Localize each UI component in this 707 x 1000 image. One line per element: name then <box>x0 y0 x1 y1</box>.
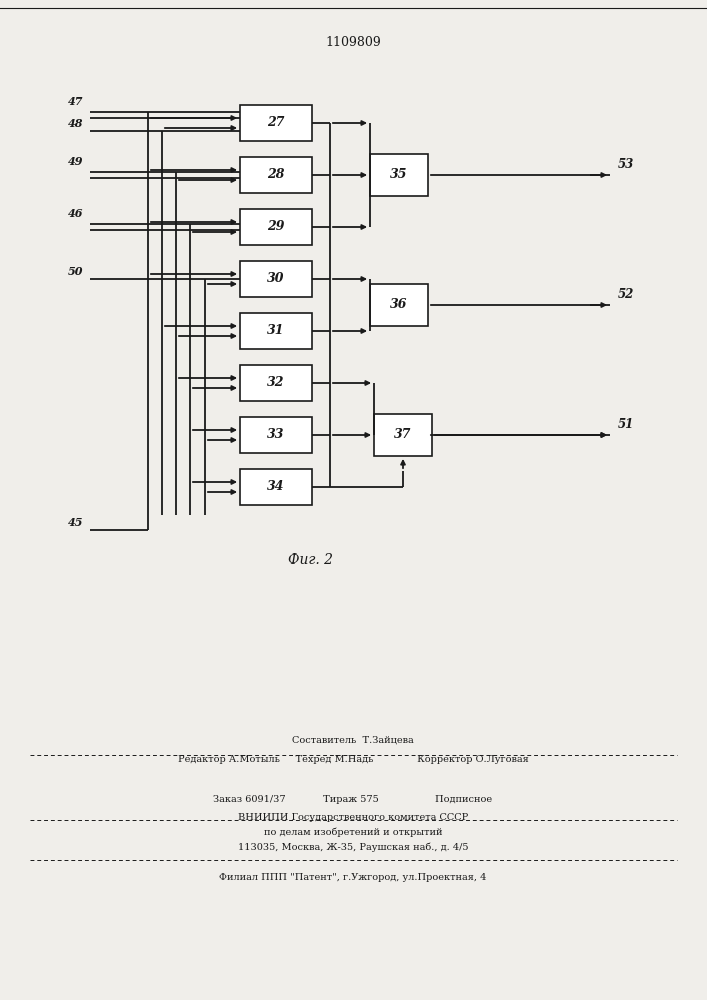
Bar <box>240 105 312 141</box>
Text: 51: 51 <box>618 418 634 431</box>
Bar <box>370 154 428 196</box>
Text: Составитель  Т.Зайцева: Составитель Т.Зайцева <box>292 736 414 744</box>
Text: 47: 47 <box>68 96 83 107</box>
Text: 30: 30 <box>267 272 285 286</box>
Text: ВНИИПИ Государственного комитета СССР: ВНИИПИ Государственного комитета СССР <box>238 814 468 822</box>
Text: 29: 29 <box>267 221 285 233</box>
Text: Фиг. 2: Фиг. 2 <box>288 553 332 567</box>
Text: 46: 46 <box>68 208 83 219</box>
Text: 37: 37 <box>395 428 411 442</box>
Text: 49: 49 <box>68 156 83 167</box>
Text: Редактор А.Мотыль     Техред М.Надь              Корректор О.Луговая: Редактор А.Мотыль Техред М.Надь Корректо… <box>177 756 528 764</box>
Bar <box>240 209 312 245</box>
Text: 50: 50 <box>68 266 83 277</box>
Text: 34: 34 <box>267 481 285 493</box>
Text: 31: 31 <box>267 324 285 338</box>
Text: 45: 45 <box>68 517 83 528</box>
Text: 36: 36 <box>390 298 408 312</box>
Bar <box>240 365 312 401</box>
Bar <box>240 469 312 505</box>
Text: 113035, Москва, Ж-35, Раушская наб., д. 4/5: 113035, Москва, Ж-35, Раушская наб., д. … <box>238 842 468 852</box>
Text: 27: 27 <box>267 116 285 129</box>
Text: Заказ 6091/37            Тираж 575                  Подписное: Заказ 6091/37 Тираж 575 Подписное <box>214 796 493 804</box>
Bar <box>240 313 312 349</box>
Text: Филиал ППП "Патент", г.Ужгород, ул.Проектная, 4: Филиал ППП "Патент", г.Ужгород, ул.Проек… <box>219 874 486 882</box>
Text: по делам изобретений и открытий: по делам изобретений и открытий <box>264 827 443 837</box>
Bar <box>240 261 312 297</box>
Text: 35: 35 <box>390 168 408 182</box>
Text: 48: 48 <box>68 118 83 129</box>
Text: 32: 32 <box>267 376 285 389</box>
Bar <box>240 157 312 193</box>
Text: 28: 28 <box>267 168 285 182</box>
Text: 1109809: 1109809 <box>325 35 381 48</box>
Bar <box>370 284 428 326</box>
Text: 33: 33 <box>267 428 285 442</box>
Text: 53: 53 <box>618 158 634 171</box>
Bar <box>240 417 312 453</box>
Text: 52: 52 <box>618 288 634 301</box>
Bar <box>374 414 432 456</box>
